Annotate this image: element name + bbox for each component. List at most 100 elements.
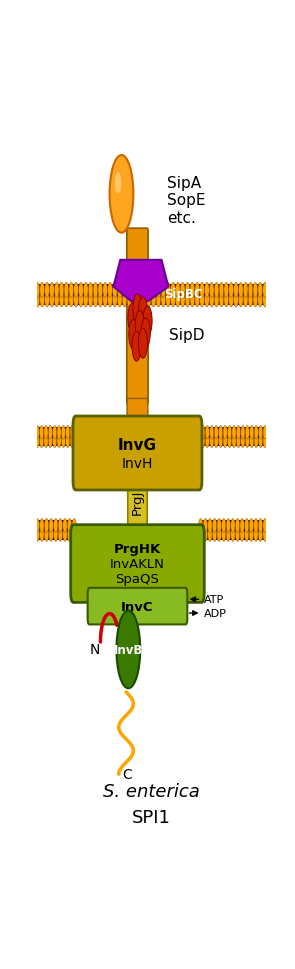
Circle shape [243,293,248,308]
Circle shape [137,293,141,308]
Circle shape [185,293,190,308]
Circle shape [141,319,150,348]
Circle shape [54,293,59,308]
Circle shape [44,435,48,448]
Circle shape [50,293,54,308]
Circle shape [103,293,107,308]
Circle shape [59,283,64,298]
Circle shape [93,293,98,308]
Circle shape [245,528,249,542]
Circle shape [151,283,156,298]
Circle shape [239,293,243,308]
Circle shape [201,426,205,440]
Text: InvB: InvB [114,643,143,656]
Circle shape [69,283,73,298]
Circle shape [223,435,227,448]
Circle shape [254,435,258,448]
Circle shape [146,283,151,298]
Text: PrgHK: PrgHK [114,543,161,555]
Circle shape [57,426,61,440]
Circle shape [214,435,218,448]
Circle shape [79,293,83,308]
Circle shape [210,426,214,440]
Circle shape [224,293,229,308]
Circle shape [205,293,209,308]
Circle shape [156,293,161,308]
Circle shape [115,172,122,195]
Circle shape [138,297,148,328]
Polygon shape [114,261,168,301]
Bar [37,285,266,306]
Circle shape [66,426,70,440]
Circle shape [219,435,223,448]
Text: etc.: etc. [167,211,196,226]
Text: InvG: InvG [118,438,157,453]
Circle shape [137,283,141,298]
Circle shape [54,519,58,533]
Circle shape [196,426,201,440]
Circle shape [263,283,267,298]
Circle shape [196,435,201,448]
Circle shape [214,283,219,298]
Circle shape [142,293,146,308]
Text: C: C [122,767,132,781]
Circle shape [185,283,190,298]
Bar [200,520,266,540]
Circle shape [263,519,267,533]
FancyBboxPatch shape [73,417,202,490]
Circle shape [208,519,212,533]
Circle shape [127,283,132,298]
Circle shape [250,435,254,448]
Circle shape [232,426,236,440]
Circle shape [240,528,244,542]
Circle shape [176,293,180,308]
Circle shape [161,293,165,308]
Circle shape [128,303,137,333]
Circle shape [243,283,248,298]
Circle shape [205,435,209,448]
Circle shape [229,283,233,298]
Circle shape [234,283,238,298]
Circle shape [199,519,203,533]
Circle shape [93,283,98,298]
Circle shape [226,519,230,533]
Circle shape [210,435,214,448]
Circle shape [180,283,185,298]
Circle shape [44,519,49,533]
Circle shape [234,293,238,308]
Circle shape [222,519,226,533]
Text: SopE: SopE [167,193,206,208]
Text: ADP: ADP [204,609,227,618]
Circle shape [171,293,175,308]
Circle shape [254,528,258,542]
Circle shape [227,435,232,448]
Circle shape [231,519,235,533]
Text: SipD: SipD [169,328,205,343]
Circle shape [133,295,142,325]
Circle shape [74,435,78,448]
Circle shape [63,528,67,542]
Circle shape [219,426,223,440]
Circle shape [132,283,137,298]
Circle shape [217,519,221,533]
FancyBboxPatch shape [127,399,148,487]
Circle shape [219,283,224,298]
FancyBboxPatch shape [88,588,187,625]
Bar [198,427,266,447]
Circle shape [195,293,199,308]
Circle shape [209,293,214,308]
Circle shape [200,293,204,308]
Circle shape [241,435,245,448]
Circle shape [209,283,214,298]
Circle shape [40,293,45,308]
Circle shape [98,283,103,298]
Circle shape [253,283,258,298]
Circle shape [59,293,64,308]
Circle shape [53,435,57,448]
Circle shape [40,528,44,542]
Circle shape [258,528,263,542]
Circle shape [103,283,107,298]
Circle shape [54,528,58,542]
Circle shape [58,519,63,533]
Circle shape [61,426,65,440]
